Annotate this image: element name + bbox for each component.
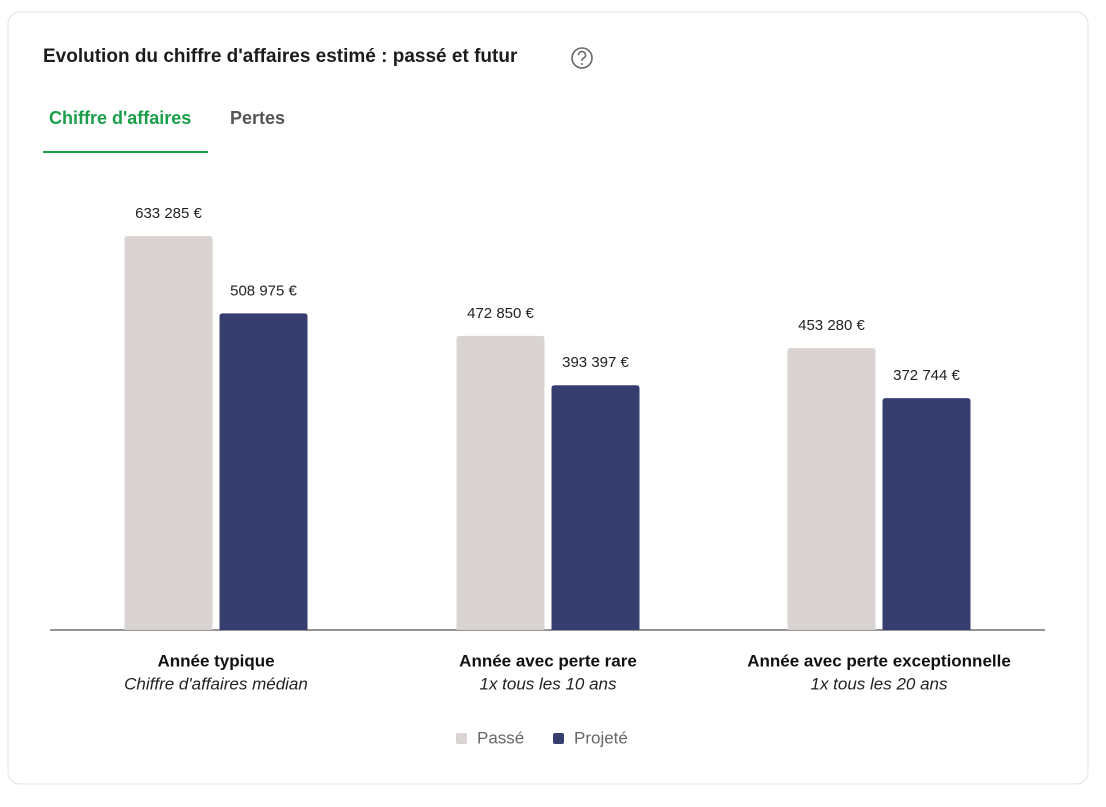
category-subtitle: 1x tous les 20 ans <box>810 674 948 693</box>
value-label: 472 850 € <box>467 305 534 322</box>
bar <box>456 335 545 630</box>
tab-underline <box>43 151 208 153</box>
value-label: 508 975 € <box>230 282 297 299</box>
help-icon[interactable] <box>571 47 593 69</box>
bar <box>124 236 213 630</box>
category-subtitle: Chiffre d'affaires médian <box>124 674 308 693</box>
chart-title: Evolution du chiffre d'affaires estimé :… <box>43 46 518 67</box>
legend-label: Passé <box>477 728 524 747</box>
bar <box>219 313 308 630</box>
value-label: 633 285 € <box>135 205 202 222</box>
value-label: 453 280 € <box>798 317 865 334</box>
tab-active[interactable]: Chiffre d'affaires <box>49 108 191 128</box>
category-label: Année typique <box>157 651 274 670</box>
value-label: 372 744 € <box>893 367 960 384</box>
legend-swatch <box>553 733 564 744</box>
value-label: 393 397 € <box>562 354 629 371</box>
bar <box>551 385 640 630</box>
bar <box>787 347 876 630</box>
category-label: Année avec perte exceptionnelle <box>747 651 1011 670</box>
legend-swatch <box>456 733 467 744</box>
legend-label: Projeté <box>574 728 628 747</box>
tab[interactable]: Pertes <box>230 108 285 128</box>
bar <box>882 398 971 630</box>
category-subtitle: 1x tous les 10 ans <box>479 674 617 693</box>
category-label: Année avec perte rare <box>459 651 637 670</box>
